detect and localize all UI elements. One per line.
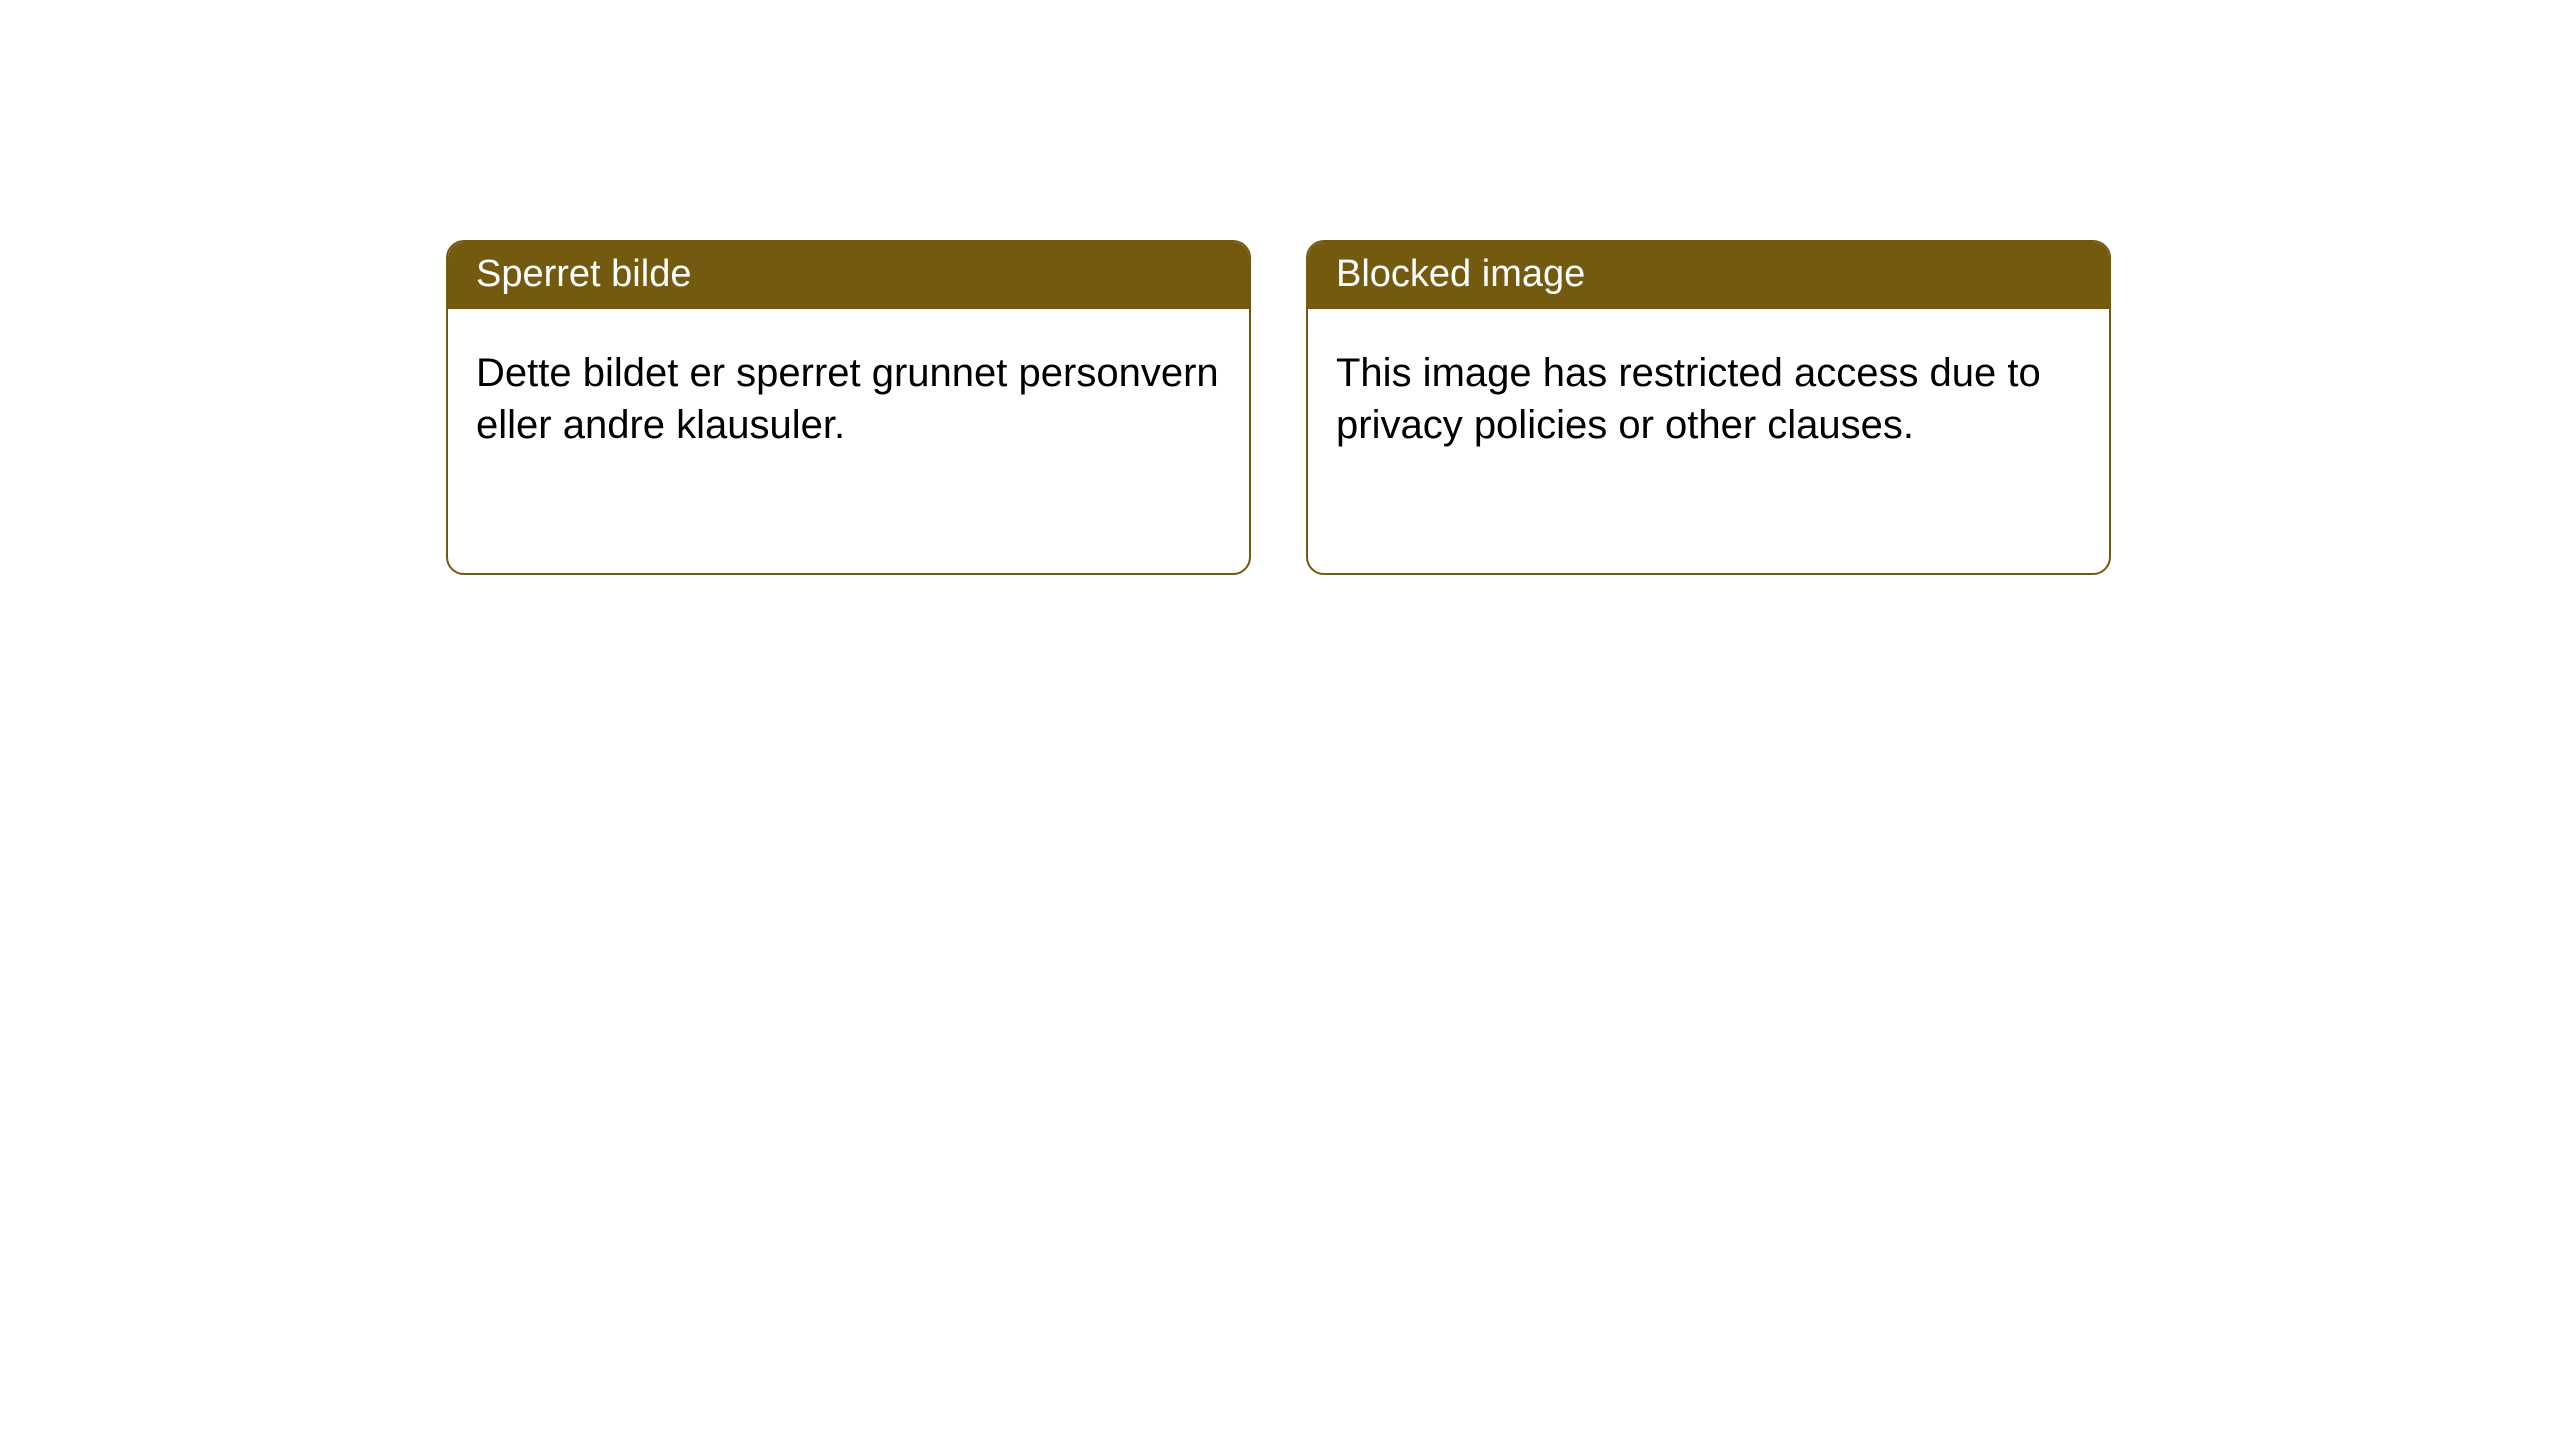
notice-header-norwegian: Sperret bilde — [448, 242, 1249, 309]
notice-body-english: This image has restricted access due to … — [1308, 309, 2109, 479]
notice-box-english: Blocked image This image has restricted … — [1306, 240, 2111, 575]
notice-header-english: Blocked image — [1308, 242, 2109, 309]
notice-container: Sperret bilde Dette bildet er sperret gr… — [0, 0, 2560, 575]
notice-box-norwegian: Sperret bilde Dette bildet er sperret gr… — [446, 240, 1251, 575]
notice-body-norwegian: Dette bildet er sperret grunnet personve… — [448, 309, 1249, 479]
